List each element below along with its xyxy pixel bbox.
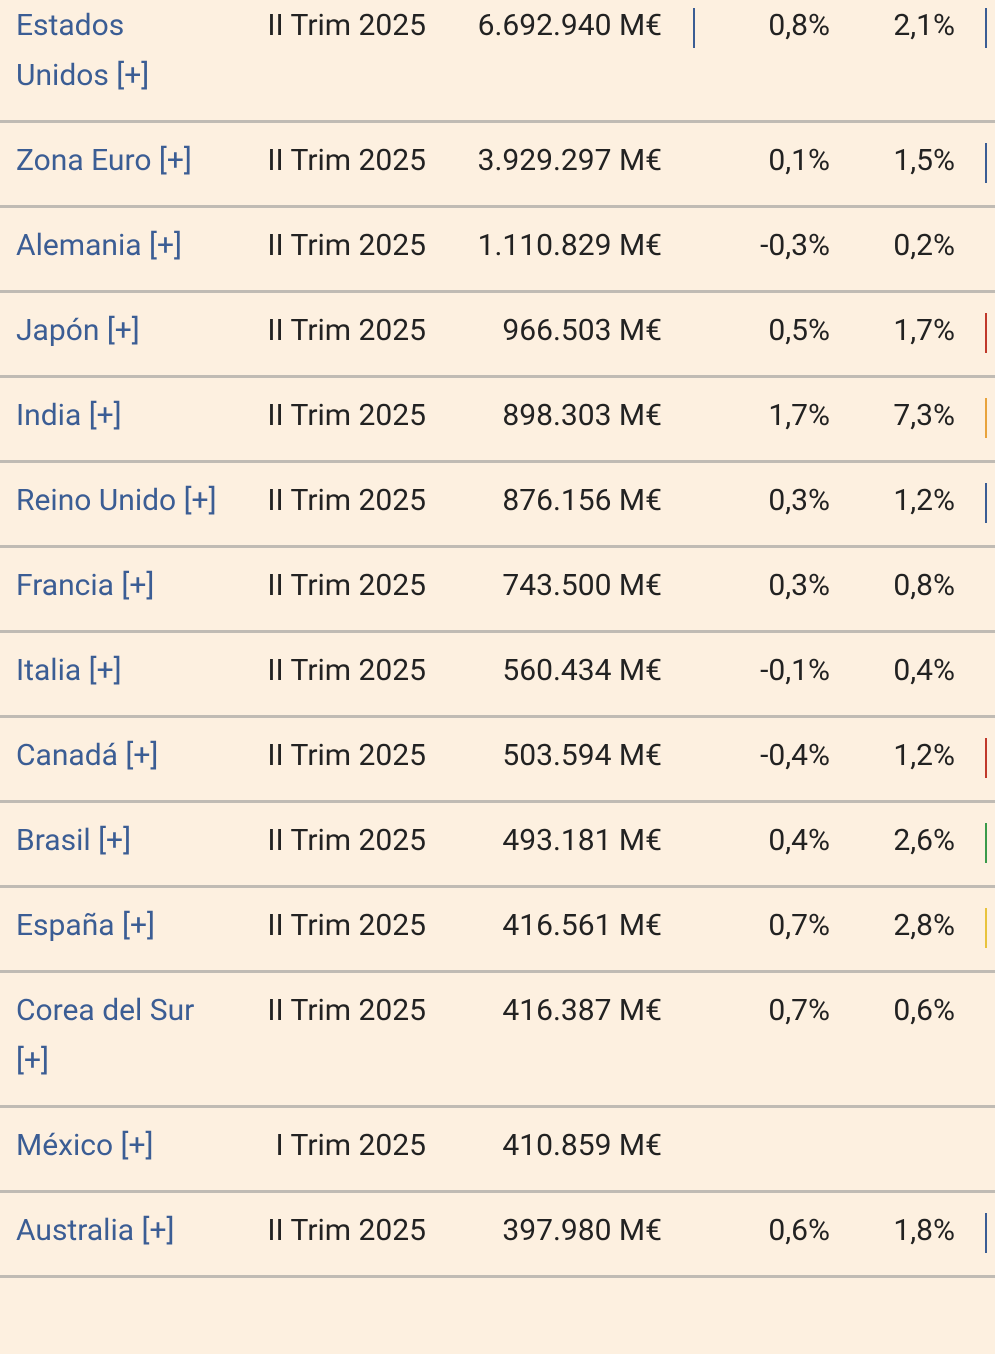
table-row: Italia [+] II Trim 2025 560.434 M€ -0,1% 0,4… [0,633,995,718]
gdp-value: 416.387 M€ [502,993,662,1028]
table-row: España [+] II Trim 2025 416.561 M€ 0,7% 2,8% [0,888,995,973]
row-accent [985,738,987,778]
period: I Trim 2025 [275,1128,426,1163]
gdp-value: 898.303 M€ [502,398,662,433]
country-link[interactable]: Reino Unido [+] [16,483,217,518]
country-link[interactable]: Brasil [+] [16,823,132,858]
gdp-value: 493.181 M€ [502,823,662,858]
country-link[interactable]: Corea del Sur [+] [16,993,195,1078]
table-row: India [+] II Trim 2025 898.303 M€ 1,7% 7,3% [0,378,995,463]
annual-change: 2,8% [893,908,955,943]
annual-change: 0,8% [893,568,955,603]
table-row: Zona Euro [+] II Trim 2025 3.929.297 M€ 0,1… [0,123,995,208]
country-link[interactable]: Alemania [+] [16,228,182,263]
quarterly-change: 0,7% [768,908,830,943]
table-row: Canadá [+] II Trim 2025 503.594 M€ -0,4% 1,2… [0,718,995,803]
country-link[interactable]: Francia [+] [16,568,155,603]
gdp-value: 966.503 M€ [502,313,662,348]
annual-change: 1,2% [893,738,955,773]
annual-change: 2,6% [893,823,955,858]
gdp-value: 876.156 M€ [502,483,662,518]
country-link[interactable]: Zona Euro [+] [16,143,192,178]
table-row: Australia [+] II Trim 2025 397.980 M€ 0,6% 1… [0,1193,995,1278]
row-accent [985,1213,987,1253]
row-accent [985,8,987,48]
period: II Trim 2025 [267,653,426,688]
table-row: Brasil [+] II Trim 2025 493.181 M€ 0,4% 2,6% [0,803,995,888]
period: II Trim 2025 [267,823,426,858]
period: II Trim 2025 [267,398,426,433]
annual-change: 0,4% [893,653,955,688]
quarterly-change: 0,4% [768,823,830,858]
period: II Trim 2025 [267,1213,426,1248]
country-link[interactable]: México [+] [16,1128,154,1163]
quarterly-change: 0,3% [768,568,830,603]
quarterly-change: -0,4% [760,738,830,773]
period: II Trim 2025 [267,993,426,1028]
period: II Trim 2025 [267,908,426,943]
period: II Trim 2025 [267,8,426,43]
quarterly-change: 0,5% [768,313,830,348]
period: II Trim 2025 [267,483,426,518]
country-link[interactable]: Australia [+] [16,1213,175,1248]
table-row: Estados Unidos [+] II Trim 2025 6.692.940 … [0,0,995,123]
annual-change: 0,2% [893,228,955,263]
period: II Trim 2025 [267,568,426,603]
gdp-value: 6.692.940 M€ [477,8,662,43]
annual-change: 1,7% [893,313,955,348]
row-accent [985,823,987,863]
annual-change: 2,1% [893,8,955,43]
annual-change: 1,2% [893,483,955,518]
quarterly-change: 0,1% [768,143,830,178]
table-row: Corea del Sur [+] II Trim 2025 416.387 M€ 0… [0,973,995,1108]
period: II Trim 2025 [267,313,426,348]
annual-change: 1,5% [893,143,955,178]
gdp-value: 503.594 M€ [502,738,662,773]
quarterly-change: 0,6% [768,1213,830,1248]
annual-change: 0,6% [893,993,955,1028]
row-accent [985,143,987,183]
quarterly-change: 0,8% [768,8,830,43]
table-row: Francia [+] II Trim 2025 743.500 M€ 0,3% 0,8… [0,548,995,633]
quarterly-change: -0,1% [760,653,830,688]
row-accent [985,398,987,438]
annual-change: 7,3% [893,398,955,433]
quarterly-change: 0,7% [768,993,830,1028]
gdp-value: 1.110.829 M€ [477,228,662,263]
gdp-value: 416.561 M€ [502,908,662,943]
row-accent [693,8,695,48]
country-link[interactable]: Italia [+] [16,653,122,688]
table-row: Reino Unido [+] II Trim 2025 876.156 M€ 0,3… [0,463,995,548]
table-row: Japón [+] II Trim 2025 966.503 M€ 0,5% 1,7% [0,293,995,378]
row-accent [985,908,987,948]
period: II Trim 2025 [267,228,426,263]
quarterly-change: 1,7% [768,398,830,433]
row-accent [985,483,987,523]
gdp-value: 410.859 M€ [502,1128,662,1163]
country-link[interactable]: Canadá [+] [16,738,159,773]
period: II Trim 2025 [267,738,426,773]
quarterly-change: 0,3% [768,483,830,518]
country-link[interactable]: Japón [+] [16,313,140,348]
period: II Trim 2025 [267,143,426,178]
table-row: México [+] I Trim 2025 410.859 M€ [0,1108,995,1193]
country-link[interactable]: España [+] [16,908,155,943]
country-link[interactable]: Estados Unidos [+] [16,8,150,93]
row-accent [985,313,987,353]
quarterly-change: -0,3% [760,228,830,263]
gdp-value: 560.434 M€ [502,653,662,688]
annual-change: 1,8% [893,1213,955,1248]
table-row: Alemania [+] II Trim 2025 1.110.829 M€ -0,3… [0,208,995,293]
gdp-value: 397.980 M€ [502,1213,662,1248]
gdp-value: 3.929.297 M€ [477,143,662,178]
gdp-value: 743.500 M€ [502,568,662,603]
country-link[interactable]: India [+] [16,398,122,433]
gdp-table: Estados Unidos [+] II Trim 2025 6.692.940 … [0,0,995,1278]
